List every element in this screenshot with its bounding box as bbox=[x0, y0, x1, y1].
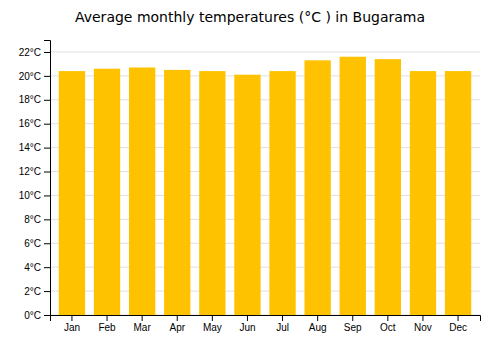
x-tick-mark bbox=[107, 315, 108, 321]
x-tick-label: Sep bbox=[344, 322, 362, 333]
bar bbox=[94, 69, 120, 315]
y-tick: 12°C bbox=[19, 166, 50, 177]
chart: Average monthly temperatures (°C ) in Bu… bbox=[0, 0, 500, 350]
x-tick-label: Nov bbox=[414, 322, 432, 333]
x-tick: Dec bbox=[449, 315, 467, 333]
x-tick: Aug bbox=[309, 315, 327, 333]
y-tick: 16°C bbox=[19, 118, 50, 129]
y-tick-label: 18°C bbox=[19, 94, 41, 105]
bar bbox=[375, 59, 401, 315]
y-tick: 4°C bbox=[24, 262, 50, 273]
x-tick-label: Mar bbox=[134, 322, 152, 333]
y-tick-mark bbox=[44, 148, 50, 149]
bar bbox=[234, 75, 260, 315]
x-tick: Sep bbox=[344, 315, 362, 333]
x-tick: Apr bbox=[169, 315, 185, 333]
y-tick-label: 8°C bbox=[24, 214, 41, 225]
x-tick-label: Oct bbox=[380, 322, 396, 333]
x-tick-mark bbox=[282, 315, 283, 321]
bar bbox=[199, 71, 225, 315]
x-tick: Oct bbox=[380, 315, 396, 333]
x-tick: Mar bbox=[134, 315, 152, 333]
bar bbox=[269, 71, 295, 315]
x-tick-mark bbox=[71, 315, 72, 321]
bar bbox=[59, 71, 85, 315]
bars bbox=[59, 57, 471, 315]
x-tick-mark bbox=[212, 315, 213, 321]
x-tick-mark bbox=[177, 315, 178, 321]
x-tick-label: Dec bbox=[449, 322, 467, 333]
y-tick-label: 16°C bbox=[19, 118, 41, 129]
x-tick: Jan bbox=[64, 315, 80, 333]
y-tick: 2°C bbox=[24, 286, 50, 297]
y-tick-mark bbox=[44, 52, 50, 53]
x-tick-mark bbox=[458, 315, 459, 321]
y-tick-mark bbox=[44, 267, 50, 268]
x-axis: Jan Feb Mar Apr May Jun Jul Aug Sep Oct Nov Dec bbox=[51, 315, 481, 333]
y-tick-label: 10°C bbox=[19, 190, 41, 201]
y-tick-label: 4°C bbox=[24, 262, 41, 273]
y-tick: 20°C bbox=[19, 71, 50, 82]
y-tick: 0°C bbox=[24, 310, 50, 321]
x-tick: Nov bbox=[414, 315, 432, 333]
x-tick-mark bbox=[387, 315, 388, 321]
title: Average monthly temperatures (°C ) in Bu… bbox=[75, 9, 425, 25]
y-tick-mark bbox=[44, 100, 50, 101]
y-tick-mark bbox=[44, 124, 50, 125]
y-tick-mark bbox=[44, 219, 50, 220]
x-tick-mark bbox=[317, 315, 318, 321]
y-tick-label: 12°C bbox=[19, 166, 41, 177]
x-tick: Feb bbox=[98, 315, 116, 333]
x-tick-label: Jan bbox=[64, 322, 80, 333]
y-tick: 6°C bbox=[24, 238, 50, 249]
grid bbox=[50, 52, 480, 315]
y-tick-mark bbox=[44, 315, 50, 316]
y-tick: 10°C bbox=[19, 190, 50, 201]
y-tick-label: 0°C bbox=[24, 310, 41, 321]
bar bbox=[164, 70, 190, 315]
x-tick-mark bbox=[352, 315, 353, 321]
bar bbox=[304, 60, 330, 315]
y-tick-mark bbox=[44, 243, 50, 244]
y-tick-label: 2°C bbox=[24, 286, 41, 297]
x-tick-mark bbox=[247, 315, 248, 321]
plot: 0°C 2°C 4°C 6°C 8°C 10°C 12°C 14°C 16°C 18°C 20°C 2… bbox=[19, 41, 481, 334]
x-tick-label: Feb bbox=[98, 322, 116, 333]
y-tick-label: 14°C bbox=[19, 142, 41, 153]
y-axis: 0°C 2°C 4°C 6°C 8°C 10°C 12°C 14°C 16°C 18°C 20°C 2… bbox=[19, 41, 51, 321]
y-tick-label: 6°C bbox=[24, 238, 41, 249]
y-tick-mark bbox=[44, 76, 50, 77]
y-tick: 8°C bbox=[24, 214, 50, 225]
y-tick-mark bbox=[44, 291, 50, 292]
x-tick: Jul bbox=[276, 315, 289, 333]
y-tick: 18°C bbox=[19, 94, 50, 105]
y-tick-mark bbox=[44, 172, 50, 173]
x-tick-label: Apr bbox=[169, 322, 185, 333]
bar bbox=[129, 68, 155, 316]
y-axis-line bbox=[44, 41, 51, 316]
bar bbox=[410, 71, 436, 315]
y-tick: 14°C bbox=[19, 142, 50, 153]
x-tick-mark bbox=[422, 315, 423, 321]
x-tick-label: Jul bbox=[276, 322, 289, 333]
bar bbox=[445, 71, 471, 315]
x-tick-mark bbox=[142, 315, 143, 321]
y-tick: 22°C bbox=[19, 47, 50, 58]
x-tick-label: May bbox=[203, 322, 222, 333]
bar bbox=[340, 57, 366, 315]
y-tick-mark bbox=[44, 195, 50, 196]
x-tick: Jun bbox=[239, 315, 255, 333]
y-tick-label: 22°C bbox=[19, 47, 41, 58]
grid-line bbox=[50, 51, 480, 52]
x-tick-label: Jun bbox=[239, 322, 255, 333]
x-tick-label: Aug bbox=[309, 322, 327, 333]
x-tick: May bbox=[203, 315, 222, 333]
x-axis-line bbox=[51, 316, 481, 322]
y-tick-label: 20°C bbox=[19, 71, 41, 82]
